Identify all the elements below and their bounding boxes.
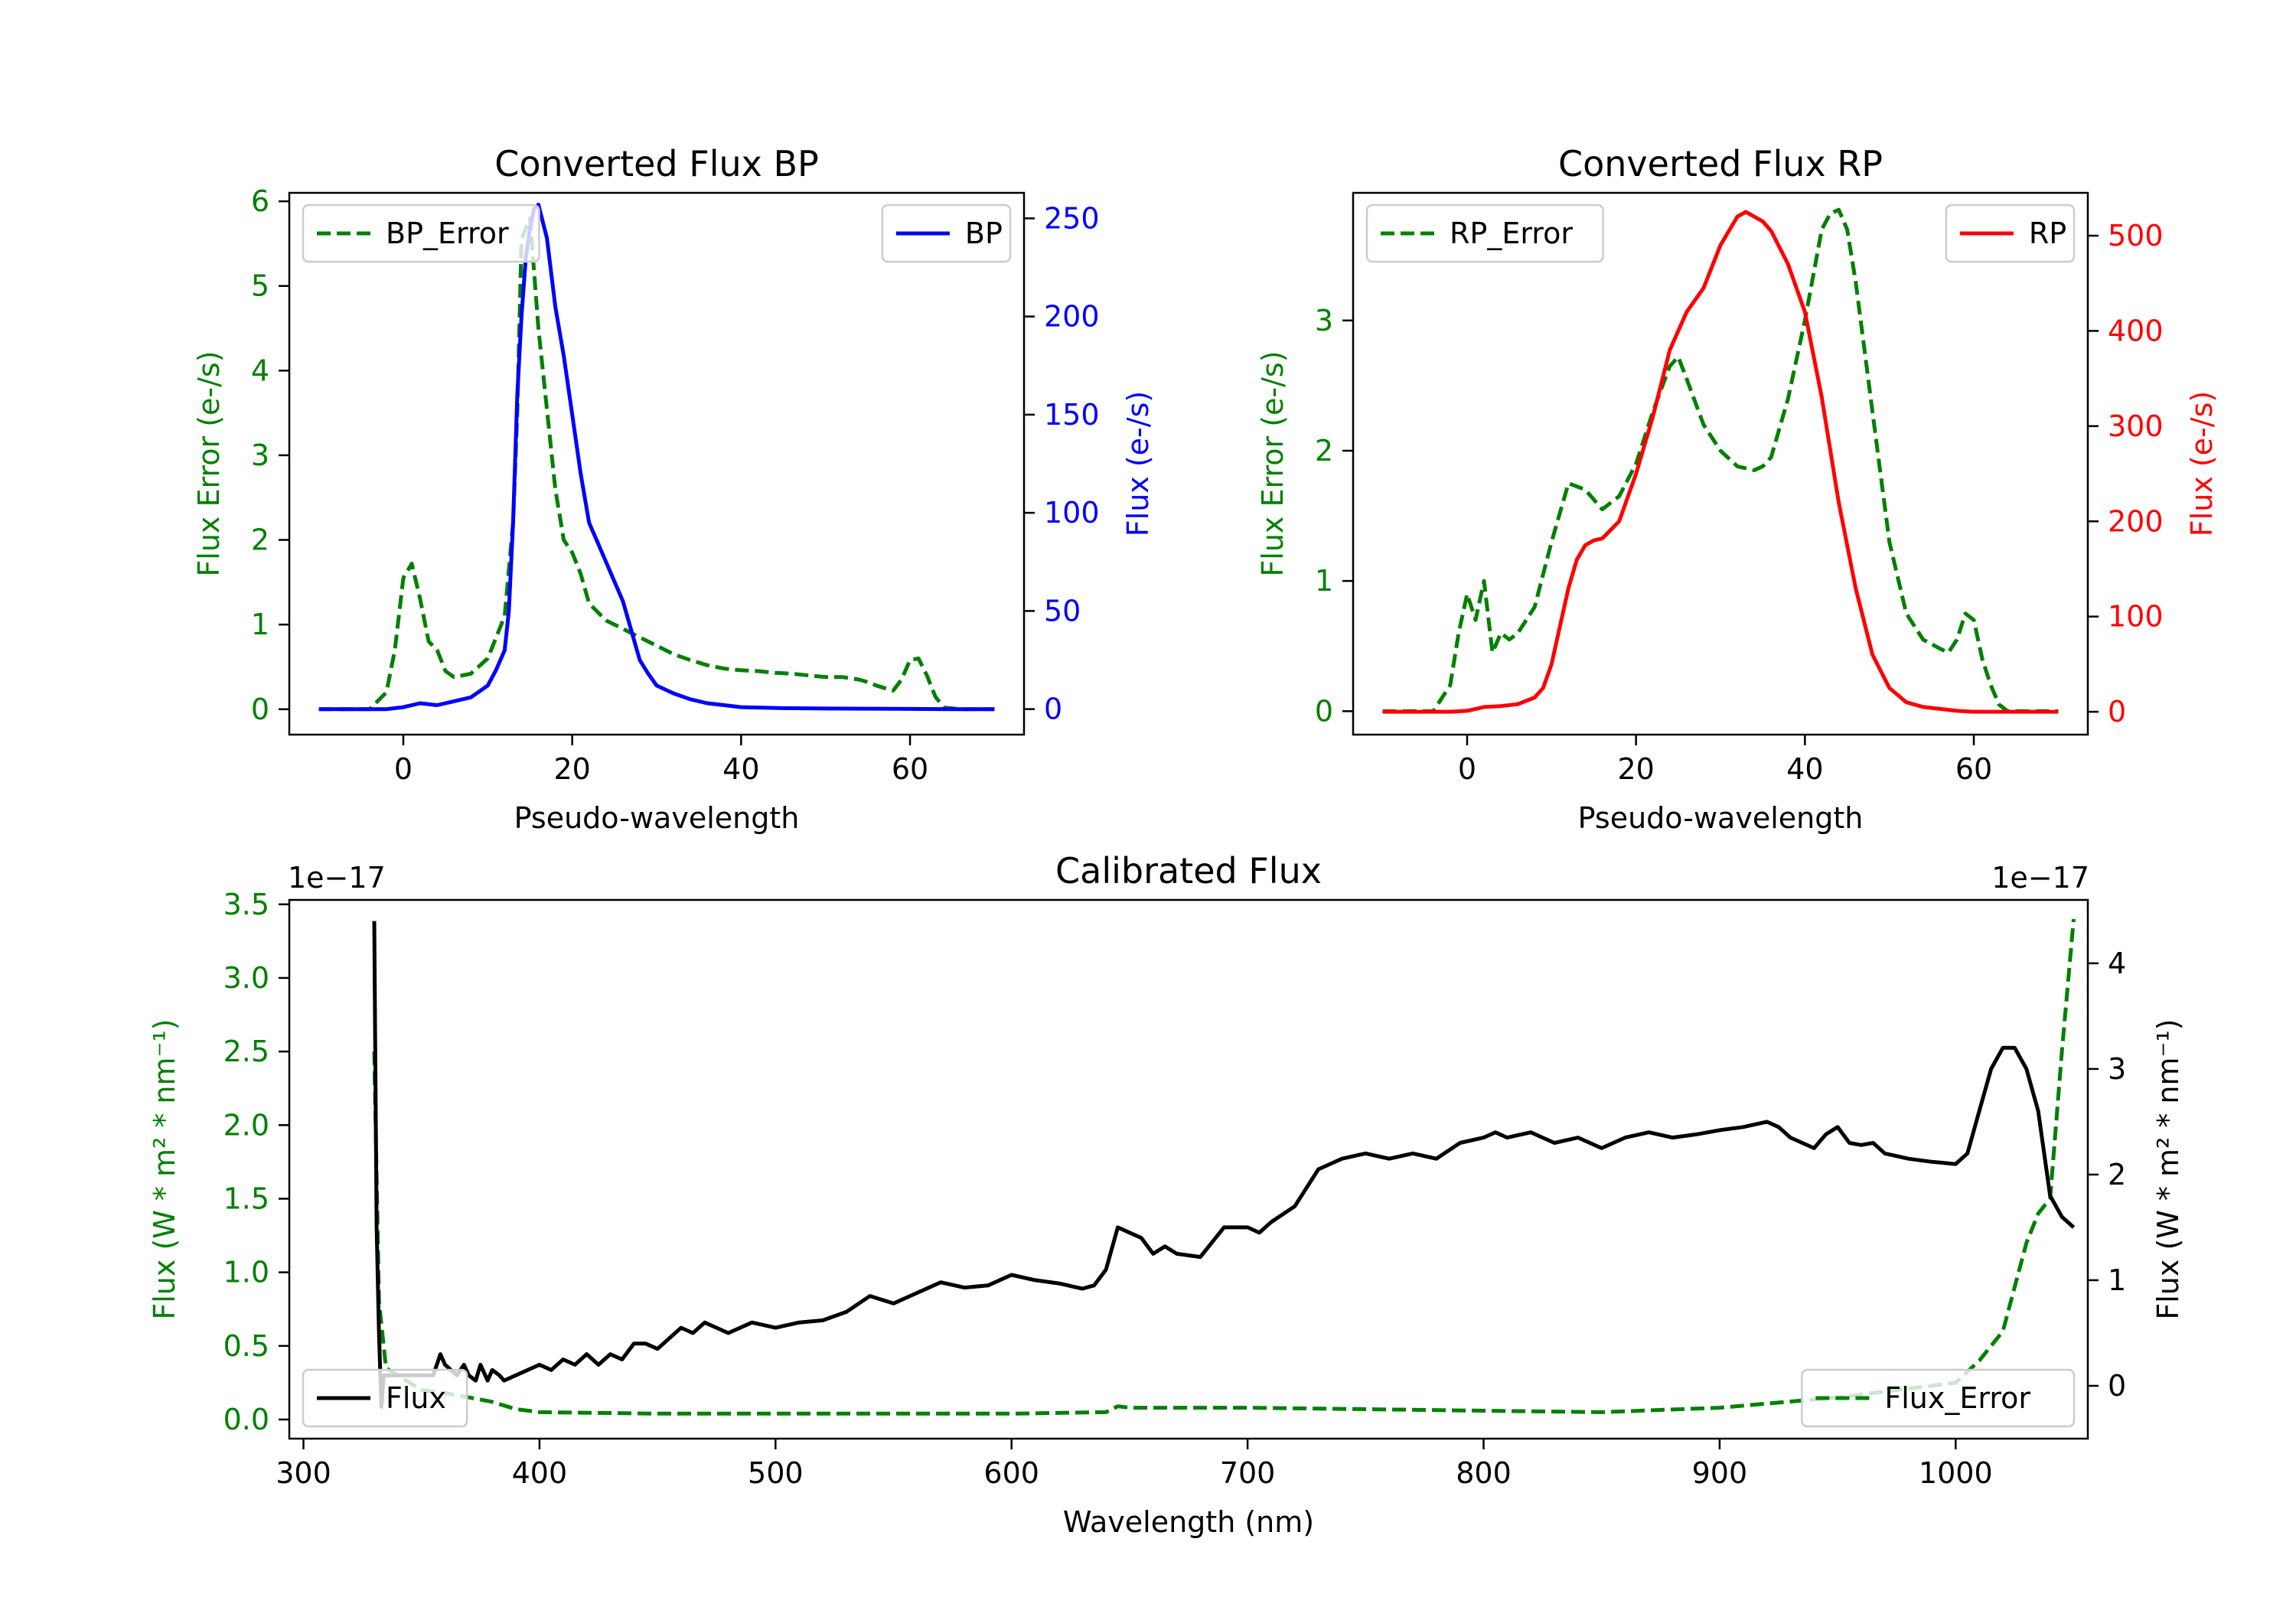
y-left-tick-label: 1 [1315,564,1333,598]
x-tick-label: 600 [983,1456,1039,1490]
y-left-tick-label: 0 [1315,694,1333,728]
chart-panel-3: 300 400 500 600 700 800 900 1000 0.0 0.5 1.0 1.5 2.0… [148,850,2185,1539]
y-left-offset-label: 1e−17 [288,861,386,895]
chart-panel-2: 0 20 40 60 0 1 2 3 0 100 200 300 400 500 Converted Flu… [1256,143,2219,835]
x-axis-label: Pseudo-wavelength [1578,801,1864,835]
legend-box [1365,204,1604,263]
y-right-offset-label: 1e−17 [1991,861,2089,895]
legend-bp: BP [881,204,1012,263]
legend-flux: Flux [302,1368,468,1428]
x-tick-label: 20 [553,752,590,786]
y-left-tick-label: 2 [251,523,269,557]
x-tick-label: 900 [1692,1456,1748,1490]
y-left-tick-label: 1 [251,608,269,641]
legend-label: Flux [386,1381,446,1415]
y-left-axis-label: Flux Error (e-/s) [192,350,226,576]
y-right-tick-label: 200 [1044,300,1100,334]
legend-rp-error: RP_Error [1365,204,1604,263]
x-tick-label: 40 [1786,752,1823,786]
y-right-axis-label: Flux (e-/s) [1121,391,1155,536]
chart-title: Calibrated Flux [1055,850,1322,892]
chart-title: Converted Flux BP [494,143,819,184]
series-flux-line [372,921,2076,1410]
legend-box [1801,1368,2076,1428]
y-right-tick-label: 150 [1044,398,1100,432]
y-left-tick-label: 2.5 [223,1035,269,1068]
y-left-axis-label: Flux Error (e-/s) [1256,350,1290,576]
y-left-tick-label: 3.5 [223,888,269,921]
y-right-tick-label: 250 [1044,201,1100,235]
x-tick-label: 20 [1617,752,1654,786]
x-tick-label: 400 [512,1456,568,1490]
x-tick-label: 40 [722,752,759,786]
x-tick-label: 1000 [1919,1456,1993,1490]
legend-box [302,204,540,263]
y-right-axis-label: Flux (e-/s) [2185,391,2219,536]
y-right-tick-label: 3 [2108,1052,2126,1086]
y-left-tick-label: 1.5 [223,1182,269,1215]
y-left-tick-label: 5 [251,269,269,303]
x-tick-label: 0 [394,752,413,786]
y-right-tick-label: 0 [2108,695,2126,729]
series-rp-line [1382,210,2059,714]
series-flux-error-line [372,918,2076,1416]
y-left-tick-label: 6 [251,184,269,218]
axes-frame [1352,191,2089,736]
y-right-tick-label: 0 [2108,1369,2126,1403]
y-left-axis-label: Flux (W * m² * nm⁻¹) [148,1019,181,1319]
y-left-tick-label: 0.5 [223,1329,269,1363]
y-left-tick-label: 2 [1315,434,1333,468]
legend-rp: RP [1945,204,2076,263]
y-right-tick-label: 1 [2108,1263,2126,1297]
x-tick-label: 60 [892,752,928,786]
y-right-tick-label: 100 [1044,496,1100,530]
y-left-tick-label: 0.0 [223,1403,269,1436]
y-right-tick-label: 4 [2108,947,2126,980]
x-tick-label: 800 [1456,1456,1512,1490]
x-tick-label: 700 [1220,1456,1276,1490]
axes-frame [288,191,1026,736]
x-tick-label: 500 [748,1456,804,1490]
x-tick-label: 300 [276,1456,331,1490]
y-left-tick-label: 4 [251,354,269,387]
y-right-tick-label: 500 [2108,219,2164,253]
y-left-tick-label: 3.0 [223,961,269,995]
legend-flux-error: Flux_Error [1801,1368,2076,1428]
legend-label: BP_Error [386,217,509,250]
series-rp-error-line [1382,207,2059,713]
y-right-tick-label: 50 [1044,594,1081,627]
y-left-tick-label: 3 [251,438,269,472]
legend-bp-error: BP_Error [302,204,540,263]
x-tick-label: 60 [1955,752,1992,786]
y-left-tick-label: 2.0 [223,1108,269,1142]
y-right-tick-label: 400 [2108,314,2164,347]
y-left-tick-label: 3 [1315,304,1333,337]
series-bp-line [318,202,995,712]
y-right-tick-label: 300 [2108,409,2164,443]
y-right-tick-label: 0 [1044,693,1062,726]
y-right-tick-label: 2 [2108,1158,2126,1191]
legend-label: Flux_Error [1884,1381,2030,1415]
x-tick-label: 0 [1458,752,1476,786]
series-bp-error-line [318,216,995,712]
y-left-tick-label: 0 [251,693,269,726]
y-left-tick-label: 1.0 [223,1256,269,1289]
legend-label: BP [965,217,1003,250]
axes-frame [288,898,2089,1440]
legend-box [302,1368,468,1428]
y-right-axis-label: Flux (W * m² * nm⁻¹) [2151,1019,2185,1319]
legend-label: RP [2029,217,2066,250]
x-axis-label: Wavelength (nm) [1063,1505,1314,1539]
y-right-tick-label: 100 [2108,600,2164,634]
legend-label: RP_Error [1450,217,1573,250]
y-right-tick-label: 200 [2108,504,2164,538]
x-axis-label: Pseudo-wavelength [514,801,800,835]
chart-title: Converted Flux RP [1558,143,1883,184]
